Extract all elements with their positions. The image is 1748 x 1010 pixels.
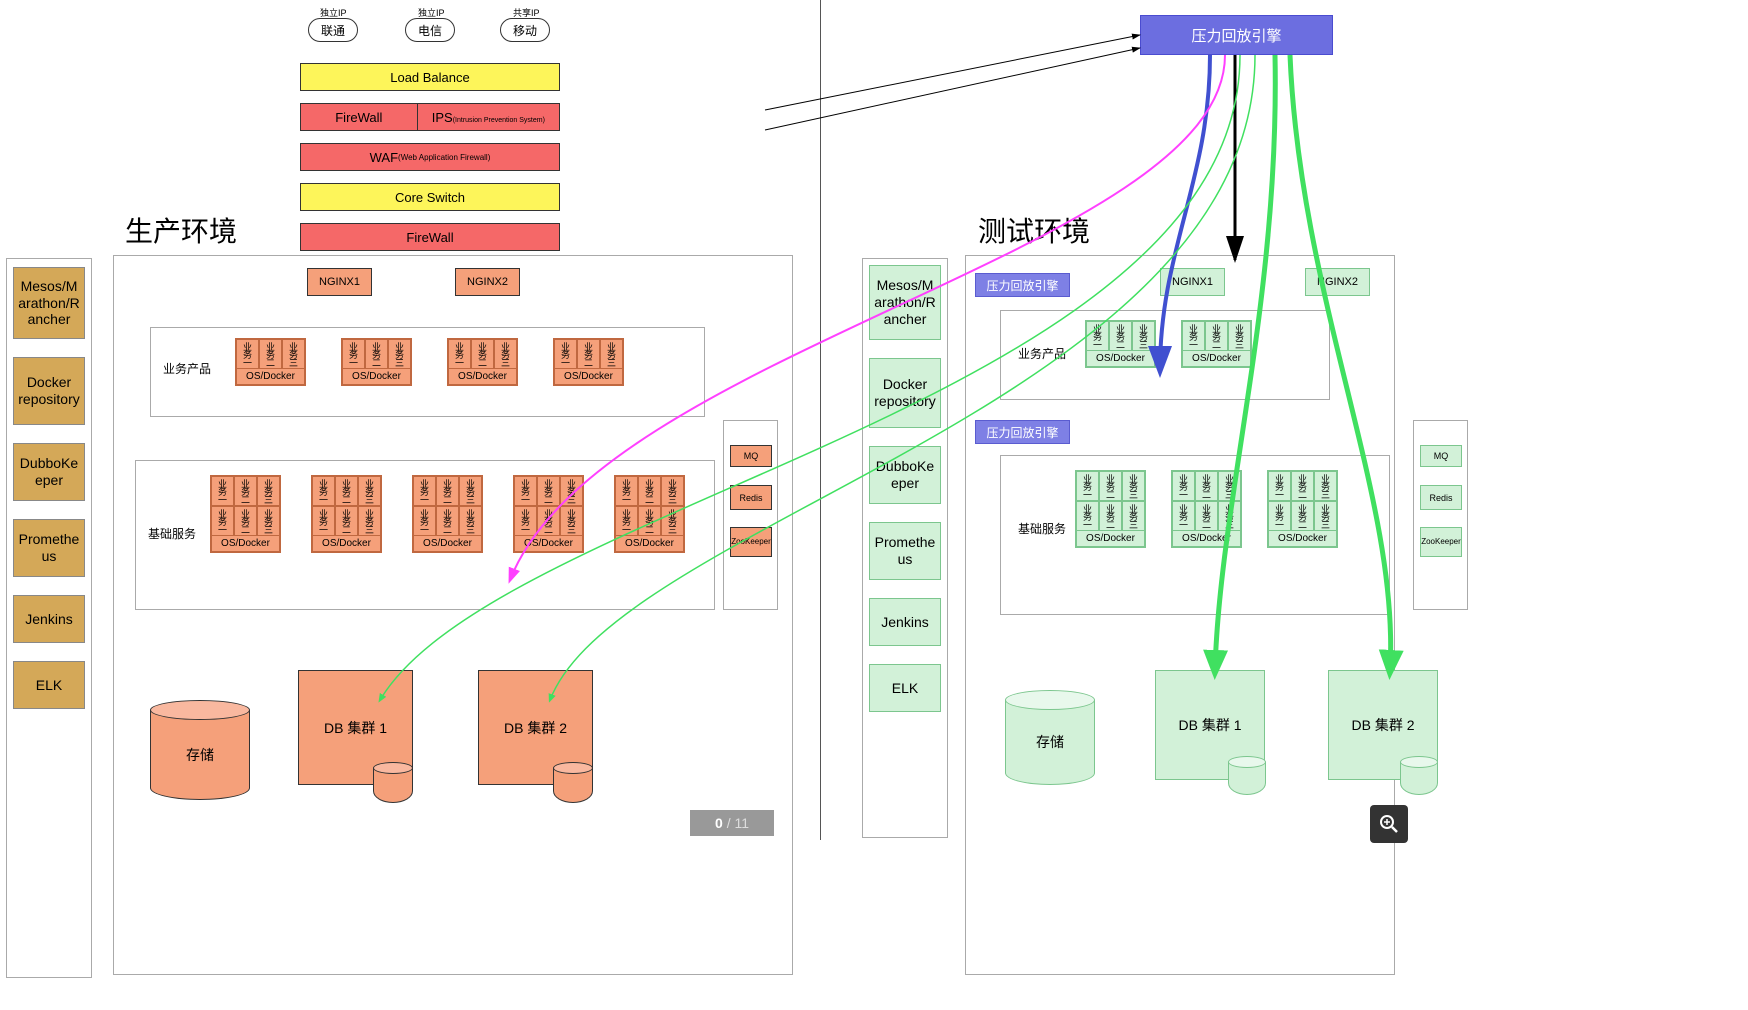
isp-b: 电信 — [405, 18, 455, 42]
prod-base-label: 基础服务 — [148, 525, 196, 542]
sidebar-item-3: Prometheus — [869, 522, 941, 580]
prod-storage: 存储 — [150, 710, 250, 800]
sidebar-item-0: Mesos/Marathon/Rancher — [869, 265, 941, 340]
test-db2-cyl — [1400, 762, 1438, 795]
sidebar-item-1: Docker repository — [869, 358, 941, 428]
prod-nginx1: NGINX1 — [307, 268, 372, 296]
test-base-label: 基础服务 — [1018, 520, 1066, 537]
arrow-lb-engine-1 — [765, 35, 1140, 110]
core-switch: Core Switch — [300, 183, 560, 211]
prod-mq: MQ — [730, 445, 772, 467]
prod-sidebar: Mesos/Marathon/Rancher Docker repository D… — [6, 258, 92, 978]
test-env-title: 测试环境 — [978, 210, 1090, 250]
isp-a: 联通 — [308, 18, 358, 42]
isp-c: 移动 — [500, 18, 550, 42]
firewall-ips: FireWall IPS(Intrusion Prevention System… — [300, 103, 560, 131]
pager[interactable]: 0 / 11 — [690, 810, 774, 836]
arrow-lb-engine-2 — [765, 48, 1140, 130]
test-redis: Redis — [1420, 485, 1462, 510]
test-engine-2: 压力回放引擎 — [975, 420, 1070, 444]
sidebar-item-5: ELK — [13, 661, 85, 709]
sidebar-item-2: DubboKeeper — [869, 446, 941, 504]
sidebar-item-2: DubboKeeper — [13, 443, 85, 501]
test-mq: MQ — [1420, 445, 1462, 467]
prod-biz-label: 业务产品 — [163, 360, 211, 377]
sidebar-item-0: Mesos/Marathon/Rancher — [13, 267, 85, 339]
waf: WAF(Web Application Firewall) — [300, 143, 560, 171]
load-balance: Load Balance — [300, 63, 560, 91]
sidebar-item-1: Docker repository — [13, 357, 85, 425]
test-sidebar: Mesos/Marathon/Rancher Docker repository D… — [862, 258, 948, 838]
test-storage: 存储 — [1005, 700, 1095, 785]
test-zk: ZooKeeper — [1420, 527, 1462, 557]
prod-nginx2: NGINX2 — [455, 268, 520, 296]
center-divider — [820, 0, 821, 840]
sidebar-item-5: ELK — [869, 664, 941, 712]
zoom-button[interactable] — [1370, 805, 1408, 843]
test-nginx2: NGINX2 — [1305, 268, 1370, 296]
sidebar-item-4: Jenkins — [869, 598, 941, 646]
sidebar-item-3: Prometheus — [13, 519, 85, 577]
prod-env-title: 生产环境 — [125, 210, 237, 250]
test-engine-1: 压力回放引擎 — [975, 273, 1070, 297]
prod-redis: Redis — [730, 485, 772, 510]
prod-db2-cyl — [553, 768, 593, 803]
firewall-2: FireWall — [300, 223, 560, 251]
test-biz-label: 业务产品 — [1018, 345, 1066, 362]
test-nginx1: NGINX1 — [1160, 268, 1225, 296]
prod-db1-cyl — [373, 768, 413, 803]
test-db1-cyl — [1228, 762, 1266, 795]
sidebar-item-4: Jenkins — [13, 595, 85, 643]
engine-main: 压力回放引擎 — [1140, 15, 1333, 55]
prod-zk: ZooKeeper — [730, 527, 772, 557]
